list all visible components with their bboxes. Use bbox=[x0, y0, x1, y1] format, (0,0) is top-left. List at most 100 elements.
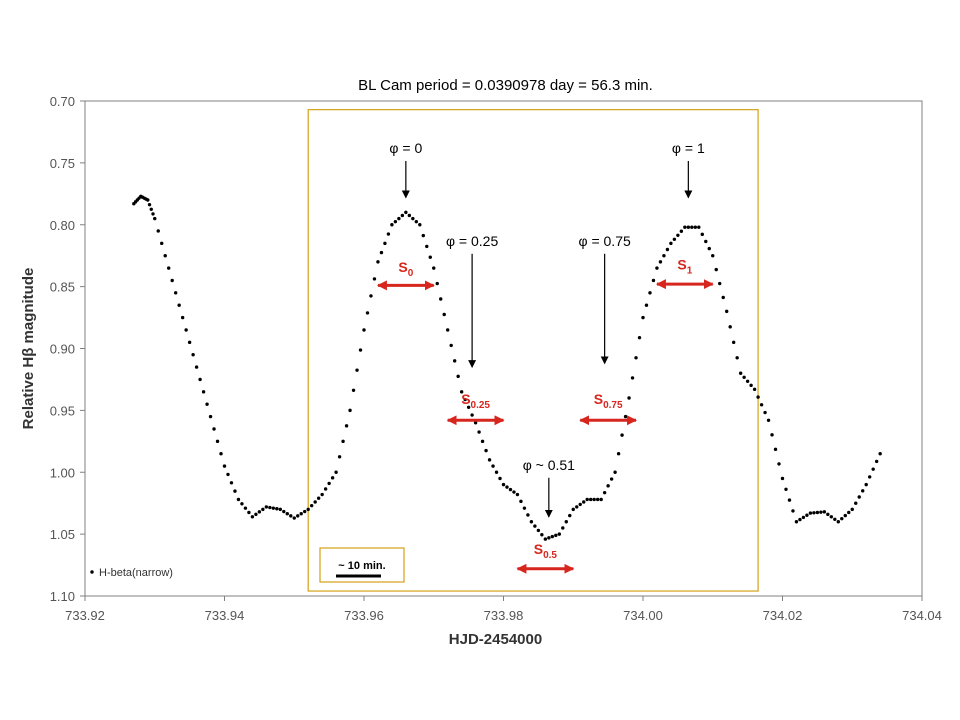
data-point-interp bbox=[606, 484, 610, 488]
data-point bbox=[146, 198, 150, 202]
data-point-interp bbox=[491, 464, 495, 468]
data-point-interp bbox=[498, 476, 502, 481]
data-point-interp bbox=[522, 506, 527, 510]
data-point-interp bbox=[840, 516, 844, 521]
data-point-interp bbox=[484, 448, 488, 453]
data-point bbox=[613, 470, 617, 474]
data-point-interp bbox=[770, 433, 774, 437]
data-point-interp bbox=[508, 487, 513, 492]
data-point bbox=[683, 225, 687, 229]
highlight-box bbox=[307, 109, 759, 592]
data-point-interp bbox=[163, 253, 167, 258]
data-point-interp bbox=[707, 246, 711, 251]
data-point bbox=[362, 328, 366, 332]
data-point-interp bbox=[268, 505, 272, 510]
data-point-interp bbox=[337, 455, 342, 459]
data-point bbox=[711, 253, 715, 258]
data-point-interp bbox=[452, 359, 457, 363]
data-point-interp bbox=[466, 405, 471, 409]
data-point-interp bbox=[369, 294, 373, 298]
x-tick-label: 733.94 bbox=[205, 608, 245, 623]
data-point-interp bbox=[564, 520, 568, 524]
data-point-interp bbox=[435, 281, 439, 286]
y-axis-label: Relative Hβ magnitude bbox=[20, 268, 37, 430]
data-point-interp bbox=[731, 340, 736, 345]
data-point bbox=[655, 266, 659, 270]
data-point-interp bbox=[756, 395, 760, 399]
data-point-interp bbox=[456, 374, 460, 379]
x-axis-label: HJD-2454000 bbox=[449, 631, 542, 648]
y-tick-label: 1.10 bbox=[50, 589, 75, 604]
data-point-interp bbox=[414, 219, 419, 224]
data-point-interp bbox=[700, 232, 704, 237]
data-point-interp bbox=[156, 229, 160, 233]
data-point-interp bbox=[728, 325, 732, 329]
y-tick-label: 1.00 bbox=[50, 465, 75, 480]
data-point-interp bbox=[578, 502, 582, 507]
data-point-interp bbox=[226, 472, 230, 477]
data-point-interp bbox=[679, 229, 684, 233]
data-point-interp bbox=[575, 505, 579, 509]
data-point bbox=[864, 482, 868, 487]
data-point bbox=[264, 505, 269, 509]
data-point-interp bbox=[815, 510, 820, 515]
data-point-interp bbox=[637, 335, 642, 340]
data-point-interp bbox=[285, 512, 289, 516]
data-point-interp bbox=[536, 528, 541, 533]
data-point-interp bbox=[550, 534, 555, 539]
data-point bbox=[641, 315, 645, 320]
data-point bbox=[390, 223, 394, 227]
data-point-interp bbox=[686, 225, 691, 229]
data-point-interp bbox=[634, 356, 638, 360]
data-point bbox=[418, 223, 422, 227]
data-point bbox=[515, 492, 520, 497]
data-point-interp bbox=[215, 439, 220, 444]
data-point-interp bbox=[149, 207, 153, 211]
data-point-interp bbox=[271, 506, 276, 510]
data-point-interp bbox=[351, 388, 356, 392]
data-point-interp bbox=[341, 439, 345, 444]
data-point bbox=[153, 216, 157, 221]
data-point-interp bbox=[247, 510, 251, 515]
data-point bbox=[194, 365, 199, 369]
data-point-interp bbox=[609, 477, 614, 481]
data-point-interp bbox=[819, 510, 823, 514]
data-point-interp bbox=[254, 512, 258, 517]
data-point-interp bbox=[229, 481, 234, 485]
data-point-interp bbox=[477, 430, 481, 434]
data-point-interp bbox=[261, 507, 265, 512]
data-point-interp bbox=[630, 376, 635, 380]
data-point bbox=[669, 241, 673, 246]
y-tick-label: 0.85 bbox=[50, 280, 75, 295]
data-point-interp bbox=[383, 241, 387, 246]
data-point bbox=[459, 390, 464, 394]
x-tick-label: 734.02 bbox=[763, 608, 803, 623]
data-point-interp bbox=[847, 510, 851, 515]
x-tick-label: 733.98 bbox=[484, 608, 524, 623]
data-point-interp bbox=[829, 515, 834, 519]
data-point-interp bbox=[198, 377, 202, 382]
x-tick-label: 733.92 bbox=[65, 608, 105, 623]
data-point-interp bbox=[411, 216, 415, 221]
data-point-interp bbox=[177, 303, 181, 307]
data-point bbox=[850, 507, 854, 512]
data-point-interp bbox=[201, 390, 206, 394]
data-point-interp bbox=[379, 250, 384, 255]
data-point bbox=[376, 260, 380, 264]
data-point-interp bbox=[787, 498, 792, 502]
data-point-interp bbox=[330, 476, 335, 480]
data-point bbox=[878, 451, 882, 456]
data-point-interp bbox=[718, 281, 722, 286]
data-point bbox=[780, 476, 785, 481]
data-point-interp bbox=[313, 500, 317, 504]
data-point bbox=[446, 328, 450, 332]
data-point-interp bbox=[480, 439, 485, 444]
data-point-interp bbox=[867, 475, 872, 479]
data-point bbox=[599, 497, 603, 502]
data-point-interp bbox=[812, 511, 816, 515]
data-point-interp bbox=[400, 213, 405, 218]
scale-bar-box bbox=[319, 547, 405, 583]
segment-label: S1 bbox=[677, 256, 692, 276]
data-point-interp bbox=[243, 506, 248, 510]
scale-bar-label: ~ 10 min. bbox=[338, 560, 385, 572]
